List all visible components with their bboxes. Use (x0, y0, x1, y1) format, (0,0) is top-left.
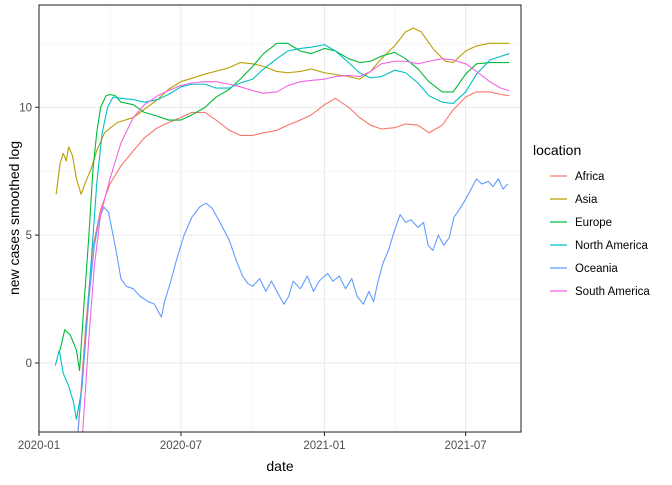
series-line-asia (55, 27, 510, 195)
x-axis: 2020-01 2020-07 2021-01 2021-07 (18, 432, 487, 452)
x-axis-title: date (266, 458, 293, 474)
legend-label-africa: Africa (575, 171, 605, 183)
series-line-south-america (82, 58, 510, 432)
legend-items: Africa Asia Europe North America Oceania Sout… (550, 171, 650, 298)
y-tick-label: 5 (26, 230, 32, 242)
major-gridlines (38, 5, 521, 432)
y-axis-title: new cases smoothed log (6, 141, 22, 295)
x-tick-label: 2021-07 (445, 440, 487, 452)
plot-panel-border (38, 4, 522, 433)
y-tick-label: 10 (19, 102, 32, 114)
legend-label-oceania: Oceania (575, 263, 618, 275)
series-line-oceania (57, 178, 509, 432)
y-tick-label: 0 (26, 358, 32, 370)
y-axis: 0 5 10 (19, 102, 39, 370)
legend: location Africa Asia Europe North America Oc… (533, 142, 650, 298)
series-line-africa (77, 91, 510, 432)
x-tick-label: 2020-07 (160, 440, 202, 452)
legend-label-asia: Asia (575, 194, 598, 206)
legend-label-europe: Europe (575, 217, 612, 229)
legend-title: location (533, 142, 581, 158)
x-tick-label: 2021-01 (303, 440, 345, 452)
legend-label-south-america: South America (575, 286, 650, 298)
series-lines (54, 27, 510, 432)
legend-label-north-america: North America (575, 240, 648, 252)
x-tick-label: 2020-01 (18, 440, 60, 452)
